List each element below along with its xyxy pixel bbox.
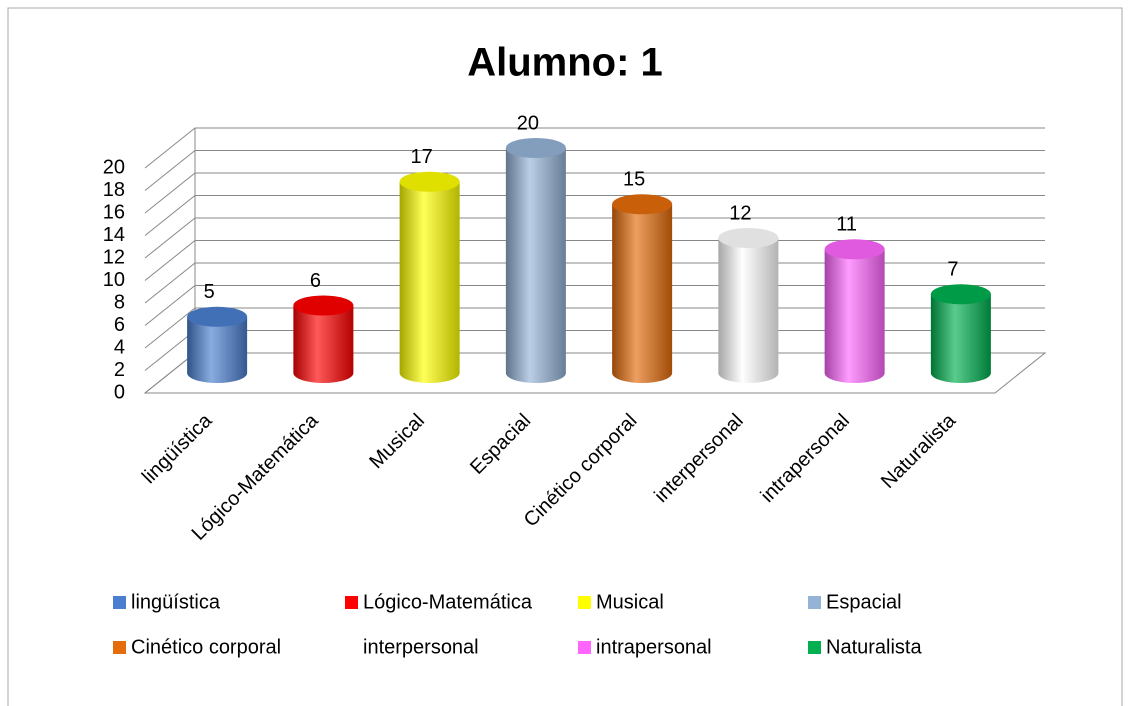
legend-swatch [808, 641, 821, 654]
grid-line [144, 217, 1045, 259]
legend-swatch [113, 641, 126, 654]
cylinder [293, 295, 354, 383]
legend-label: intrapersonal [596, 636, 712, 658]
cylinder [612, 194, 673, 383]
legend-label: Musical [596, 591, 664, 613]
cylinder [399, 171, 460, 383]
data-label: 6 [310, 270, 321, 292]
y-tick-label: 14 [103, 224, 125, 246]
data-label: 7 [947, 259, 958, 281]
cylinder-body [187, 316, 248, 383]
x-tick-label: Espacial [466, 410, 535, 479]
cylinder-top [824, 239, 885, 260]
y-tick-label: 12 [103, 246, 125, 268]
grid-line [144, 307, 1045, 349]
x-tick-label: intrapersonal [757, 410, 854, 507]
grid-line [144, 172, 1045, 214]
grid-line [144, 330, 1045, 371]
legend-label: interpersonal [363, 636, 479, 658]
cylinder-top [505, 138, 566, 158]
cylinder-body [505, 148, 566, 383]
legend-swatch [345, 596, 358, 609]
chart-border [7, 7, 1123, 706]
data-label: 15 [623, 169, 645, 191]
y-tick-label: 18 [103, 179, 125, 201]
cylinder-top [718, 228, 779, 248]
data-label: 11 [836, 214, 857, 236]
data-label: 5 [204, 281, 215, 303]
y-tick-label: 10 [103, 269, 125, 291]
grid-line [144, 150, 1045, 191]
data-label: 20 [517, 112, 539, 134]
cylinder-body [612, 204, 673, 383]
legend-label: Lógico-Matemática [363, 591, 533, 613]
grid-line [144, 352, 1045, 394]
legend-swatch [113, 596, 126, 609]
cylinder-top [293, 295, 354, 316]
cylinder [505, 138, 566, 383]
y-tick-label: 20 [103, 156, 125, 178]
legend-label: Naturalista [826, 636, 922, 658]
cylinder-top [930, 284, 991, 305]
legend-label: Espacial [826, 591, 902, 613]
y-tick-label: 0 [114, 381, 125, 403]
cylinder-body [399, 181, 460, 383]
cylinder-body [824, 249, 885, 383]
y-tick-label: 8 [114, 291, 125, 313]
grid-line [144, 240, 1045, 281]
cylinder-top [612, 194, 673, 215]
y-tick-label: 2 [114, 359, 125, 381]
grid-line [144, 285, 1045, 326]
grid-line [144, 127, 1045, 169]
legend-swatch [578, 596, 591, 609]
legend-label: lingüística [131, 591, 221, 613]
y-tick-label: 6 [114, 314, 125, 336]
legend-label: Cinético corporal [131, 636, 281, 658]
cylinder-body [930, 294, 991, 383]
x-tick-label: Musical [365, 410, 428, 473]
y-tick-label: 4 [114, 336, 125, 358]
x-tick-label: Naturalista [877, 409, 961, 493]
cylinder-body [718, 238, 779, 383]
grid-line [144, 262, 1045, 304]
cylinder-top [399, 171, 460, 192]
x-tick-label: Cinético corporal [520, 410, 642, 532]
cylinder-top [187, 306, 248, 327]
data-label: 17 [411, 146, 433, 168]
cylinder [187, 306, 248, 383]
x-tick-label: lingüística [138, 409, 217, 488]
chart-title: Alumno: 1 [467, 41, 663, 85]
cylinder [930, 284, 991, 383]
cylinder [824, 239, 885, 383]
cylinder-body [293, 305, 354, 383]
legend-swatch [345, 641, 358, 654]
legend-swatch [808, 596, 821, 609]
y-tick-label: 16 [103, 201, 125, 223]
legend-swatch [578, 641, 591, 654]
grid-line [144, 195, 1045, 236]
data-label: 12 [729, 202, 751, 224]
floor [143, 352, 1047, 394]
cylinder [718, 228, 779, 383]
x-tick-label: interpersonal [650, 410, 747, 507]
